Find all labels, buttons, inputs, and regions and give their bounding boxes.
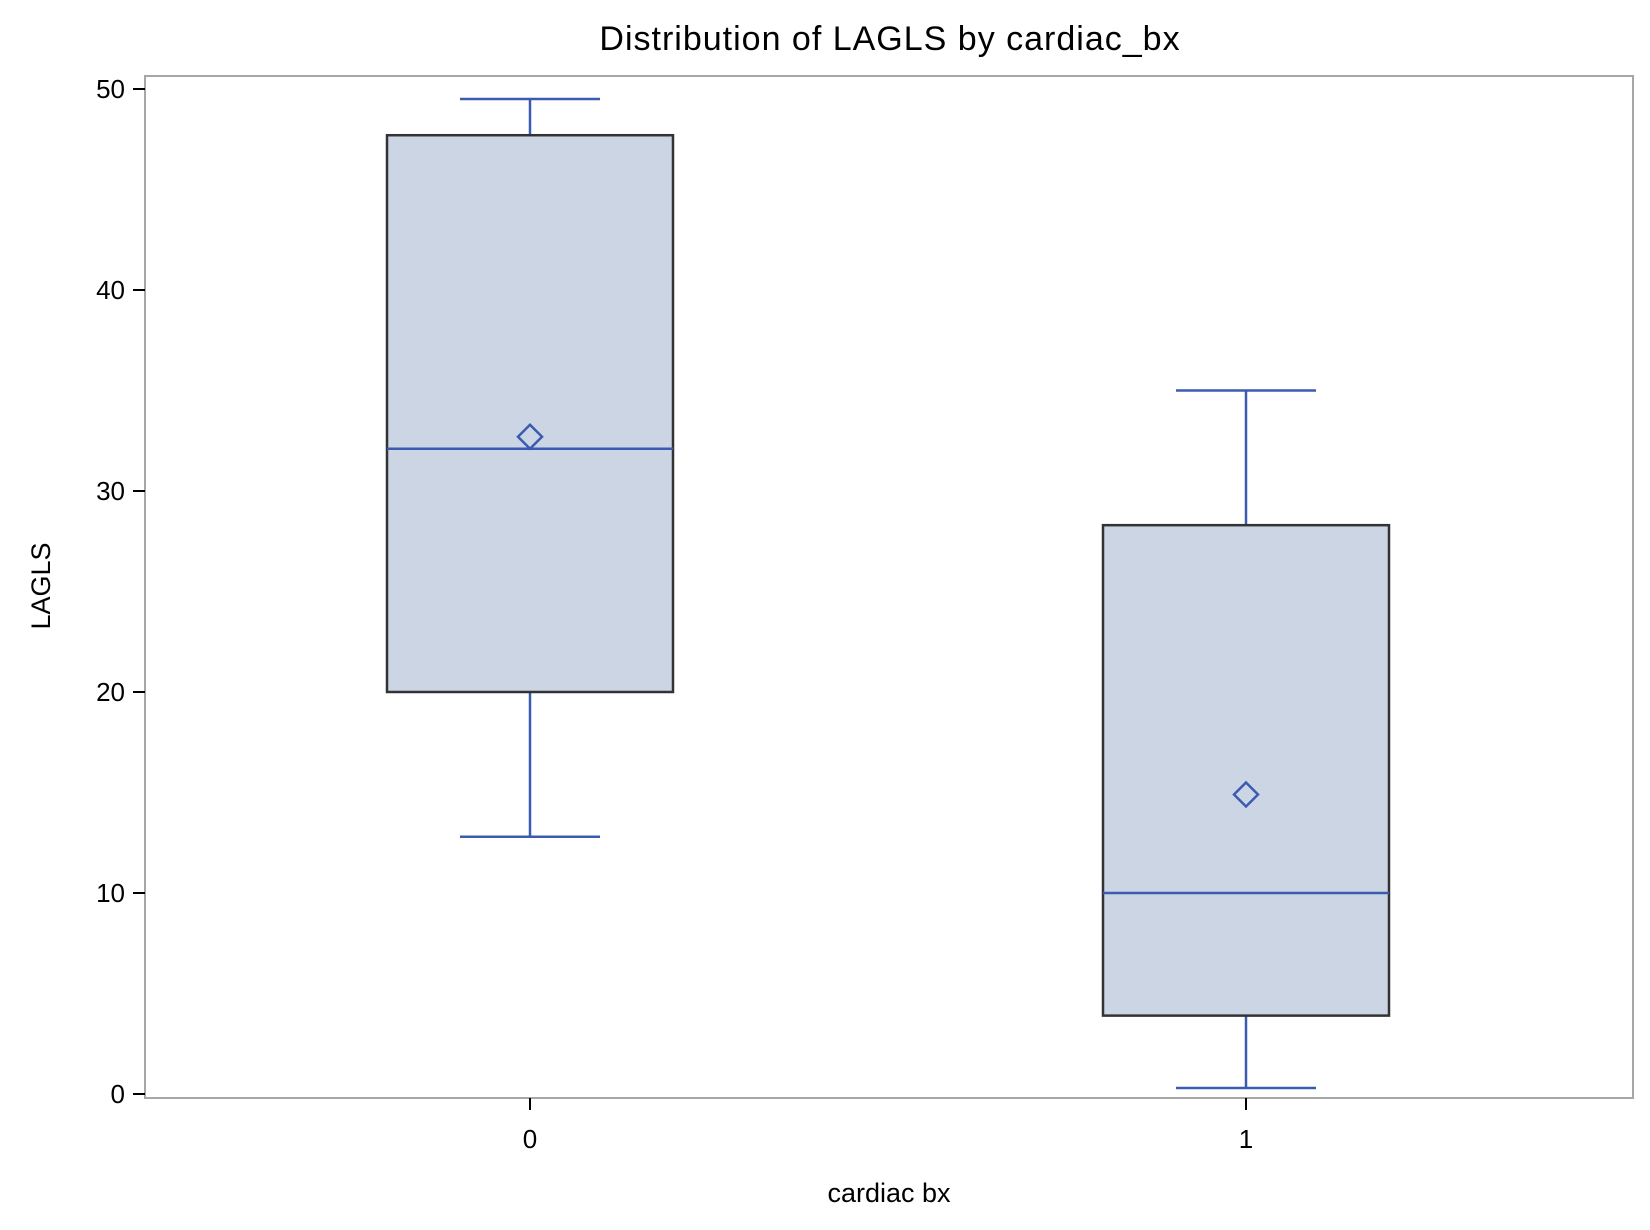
- box-0: [385, 97, 675, 838]
- plot-area: [144, 75, 1634, 1099]
- mean-marker: [1232, 780, 1260, 809]
- y-tick-label: 10: [96, 878, 125, 908]
- y-axis-label: LAGLS: [26, 542, 56, 629]
- y-axis: 0 10 20 30 40 50: [96, 74, 145, 1109]
- y-tick-label: 40: [96, 275, 125, 305]
- chart-title: Distribution of LAGLS by cardiac_bx: [599, 20, 1180, 58]
- y-tick-label: 50: [96, 74, 125, 104]
- box-series: [385, 97, 1391, 1090]
- mean-marker: [516, 422, 544, 451]
- x-axis-label: cardiac bx: [827, 1178, 951, 1208]
- box-1: [1101, 389, 1391, 1090]
- y-tick-label: 0: [111, 1079, 125, 1109]
- y-tick-label: 20: [96, 677, 125, 707]
- iqr-box: [385, 133, 675, 694]
- x-tick-label: 1: [1239, 1124, 1253, 1154]
- y-tick-label: 30: [96, 476, 125, 506]
- iqr-box: [1101, 523, 1391, 1017]
- x-tick-label: 0: [523, 1124, 537, 1154]
